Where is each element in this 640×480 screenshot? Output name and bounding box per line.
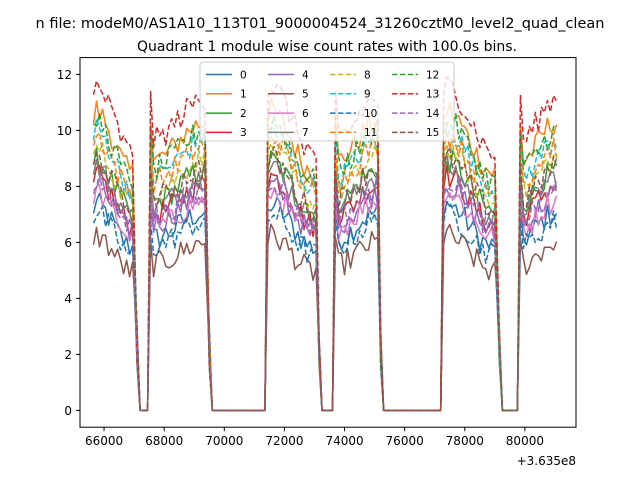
y-tick-label: 12: [57, 68, 72, 82]
series-line-15: [92, 146, 558, 412]
x-tick-label: 74000: [325, 434, 363, 448]
legend-label-10: 10: [364, 108, 377, 120]
x-tick-label: 80000: [506, 434, 544, 448]
y-axis: 0 2 4 6 8 10 12: [57, 68, 80, 418]
legend-label-13: 13: [426, 89, 439, 101]
x-tick-label: 68000: [145, 434, 183, 448]
legend-label-4: 4: [302, 69, 309, 81]
legend-label-9: 9: [364, 89, 371, 101]
legend-label-14: 14: [426, 108, 440, 120]
legend-label-15: 15: [426, 127, 439, 139]
series-line-14: [92, 173, 558, 412]
series-line-13: [92, 76, 558, 412]
x-offset-label: +3.635e8: [517, 454, 576, 468]
y-tick-label: 2: [64, 348, 72, 362]
legend-label-1: 1: [240, 89, 247, 101]
legend-label-8: 8: [364, 69, 371, 81]
x-tick-label: 66000: [85, 434, 123, 448]
figure-suptitle: n file: modeM0/AS1A10_113T01_9000004524_…: [36, 16, 605, 32]
legend-box: [199, 61, 455, 142]
y-tick-label: 0: [64, 404, 72, 418]
x-tick-label: 72000: [265, 434, 303, 448]
x-tick-label: 70000: [205, 434, 243, 448]
y-tick-label: 10: [57, 124, 72, 138]
legend-label-2: 2: [240, 108, 247, 120]
x-tick-label: 76000: [386, 434, 424, 448]
series-line-11: [92, 130, 558, 412]
series-line-12: [93, 113, 557, 412]
series-line-9: [92, 117, 558, 412]
x-tick-label: 78000: [446, 434, 484, 448]
legend-label-5: 5: [302, 89, 309, 101]
y-tick-label: 4: [64, 292, 72, 306]
legend-label-12: 12: [426, 69, 439, 81]
legend-label-7: 7: [302, 127, 309, 139]
legend-label-6: 6: [302, 108, 309, 120]
chart-title: Quadrant 1 module wise count rates with …: [137, 39, 517, 55]
legend-label-0: 0: [240, 69, 247, 81]
x-axis: 66000 68000 70000 72000 74000 76000 78000 80000: [85, 427, 544, 448]
y-tick-label: 8: [64, 180, 72, 194]
legend-label-11: 11: [364, 127, 377, 139]
legend-label-3: 3: [240, 127, 247, 139]
series-layer: [92, 76, 558, 412]
y-tick-label: 6: [64, 236, 72, 250]
